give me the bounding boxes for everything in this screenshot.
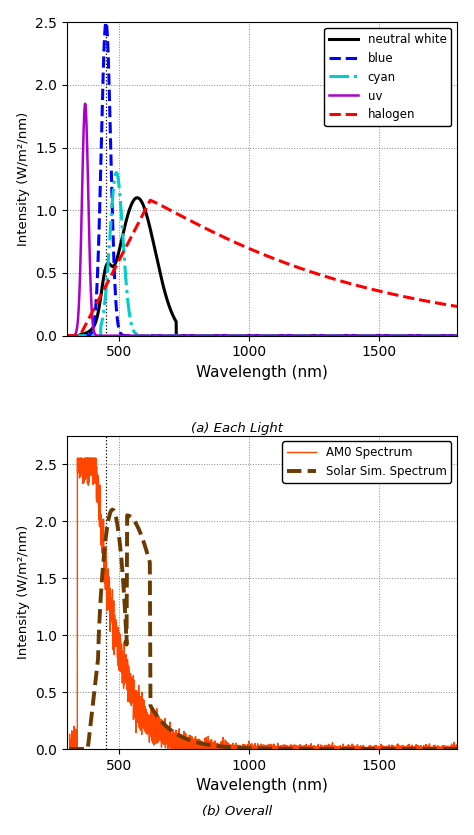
cyan xyxy=(114,168,119,178)
halogen xyxy=(109,270,114,280)
cyan xyxy=(447,331,453,341)
halogen xyxy=(147,195,153,205)
Text: (a) Each Light: (a) Each Light xyxy=(191,422,283,435)
halogen xyxy=(405,292,410,302)
AM0 Spectrum xyxy=(230,744,236,754)
neutral white xyxy=(405,331,410,341)
blue xyxy=(64,331,70,341)
Line: AM0 Spectrum: AM0 Spectrum xyxy=(70,458,457,749)
blue xyxy=(132,331,137,341)
cyan xyxy=(132,327,137,337)
halogen xyxy=(455,301,460,311)
cyan xyxy=(231,331,237,341)
Line: neutral white: neutral white xyxy=(67,198,457,336)
halogen xyxy=(214,229,219,239)
Legend: neutral white, blue, cyan, uv, halogen: neutral white, blue, cyan, uv, halogen xyxy=(324,28,451,126)
blue xyxy=(214,331,219,341)
halogen xyxy=(447,301,453,311)
Line: uv: uv xyxy=(67,104,457,336)
neutral white xyxy=(132,194,137,204)
uv xyxy=(447,331,453,341)
cyan xyxy=(109,208,114,218)
uv xyxy=(109,331,114,341)
blue xyxy=(447,331,453,341)
Legend: AM0 Spectrum, Solar Sim. Spectrum: AM0 Spectrum, Solar Sim. Spectrum xyxy=(282,442,451,483)
cyan xyxy=(455,331,460,341)
uv xyxy=(455,331,460,341)
Y-axis label: Intensity (W/m²/nm): Intensity (W/m²/nm) xyxy=(17,112,30,246)
AM0 Spectrum xyxy=(67,744,73,754)
blue xyxy=(109,178,114,188)
blue xyxy=(103,18,109,28)
uv xyxy=(82,99,88,109)
Solar Sim. Spectrum xyxy=(326,744,332,754)
cyan xyxy=(214,331,219,341)
AM0 Spectrum xyxy=(251,744,257,754)
X-axis label: Wavelength (nm): Wavelength (nm) xyxy=(196,365,328,380)
Line: halogen: halogen xyxy=(67,200,457,336)
blue xyxy=(405,331,410,341)
blue xyxy=(455,331,460,341)
AM0 Spectrum xyxy=(443,744,448,754)
Solar Sim. Spectrum xyxy=(136,524,142,534)
cyan xyxy=(64,331,70,341)
AM0 Spectrum xyxy=(455,741,460,752)
uv xyxy=(405,331,410,341)
Solar Sim. Spectrum xyxy=(109,504,115,514)
Y-axis label: Intensity (W/m²/nm): Intensity (W/m²/nm) xyxy=(17,525,30,660)
halogen xyxy=(132,225,137,235)
neutral white xyxy=(64,331,70,341)
uv xyxy=(64,331,70,341)
Solar Sim. Spectrum xyxy=(359,744,365,754)
Solar Sim. Spectrum xyxy=(296,744,301,754)
Solar Sim. Spectrum xyxy=(243,743,248,753)
AM0 Spectrum xyxy=(233,742,238,752)
neutral white xyxy=(109,261,114,271)
AM0 Spectrum xyxy=(348,744,354,754)
Line: cyan: cyan xyxy=(67,173,457,336)
neutral white xyxy=(231,331,237,341)
Solar Sim. Spectrum xyxy=(455,744,460,754)
AM0 Spectrum xyxy=(67,729,73,739)
AM0 Spectrum xyxy=(423,740,429,750)
blue xyxy=(231,331,237,341)
halogen xyxy=(64,331,70,341)
uv xyxy=(132,331,137,341)
Text: (b) Overall: (b) Overall xyxy=(202,805,272,818)
neutral white xyxy=(135,193,140,203)
AM0 Spectrum xyxy=(74,453,80,463)
neutral white xyxy=(214,331,219,341)
uv xyxy=(214,331,219,341)
neutral white xyxy=(455,331,460,341)
cyan xyxy=(405,331,410,341)
uv xyxy=(231,331,237,341)
Solar Sim. Spectrum xyxy=(167,725,173,735)
halogen xyxy=(231,237,237,247)
Line: Solar Sim. Spectrum: Solar Sim. Spectrum xyxy=(70,509,457,749)
neutral white xyxy=(447,331,453,341)
Line: blue: blue xyxy=(67,23,457,336)
X-axis label: Wavelength (nm): Wavelength (nm) xyxy=(196,778,328,793)
Solar Sim. Spectrum xyxy=(67,744,73,754)
